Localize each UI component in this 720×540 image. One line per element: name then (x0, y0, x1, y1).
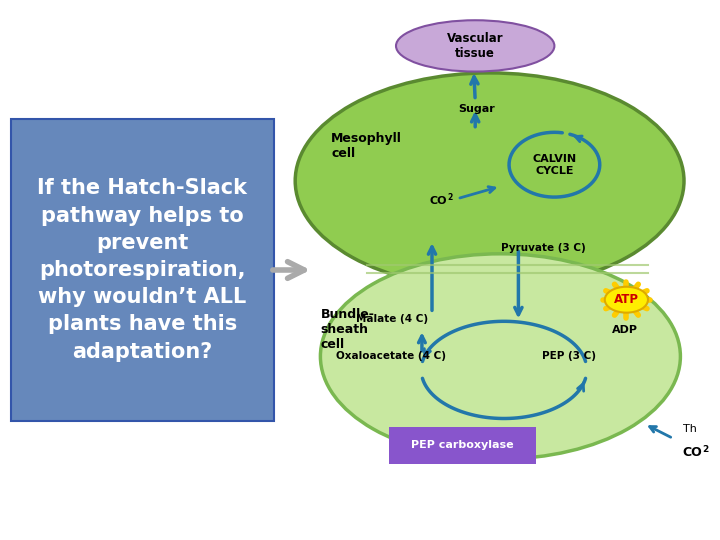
Text: PEP (3 C): PEP (3 C) (542, 352, 596, 361)
FancyBboxPatch shape (389, 427, 536, 464)
Text: Sugar: Sugar (458, 104, 495, 114)
Ellipse shape (396, 20, 554, 71)
Text: ADP: ADP (612, 326, 638, 335)
Text: PEP carboxylase: PEP carboxylase (411, 441, 514, 450)
Text: 2: 2 (702, 445, 708, 454)
Text: If the Hatch-Slack
pathway helps to
prevent
photorespiration,
why wouldn’t ALL
p: If the Hatch-Slack pathway helps to prev… (37, 178, 247, 362)
Text: Mesophyll
cell: Mesophyll cell (331, 132, 402, 160)
Text: Malate (4 C): Malate (4 C) (356, 314, 428, 323)
Ellipse shape (295, 73, 684, 289)
Text: CALVIN
CYCLE: CALVIN CYCLE (532, 154, 577, 176)
Text: CO: CO (683, 446, 702, 459)
Text: CO: CO (430, 196, 447, 206)
Text: Th: Th (683, 424, 696, 434)
Text: Bundle-
sheath
cell: Bundle- sheath cell (320, 308, 374, 351)
Text: Vascular
tissue: Vascular tissue (447, 32, 503, 60)
Ellipse shape (605, 287, 648, 313)
Text: Pyruvate (3 C): Pyruvate (3 C) (501, 244, 586, 253)
FancyBboxPatch shape (11, 119, 274, 421)
Text: Oxaloacetate (4 C): Oxaloacetate (4 C) (336, 352, 446, 361)
Text: ATP: ATP (614, 293, 639, 306)
Text: 2: 2 (448, 193, 453, 202)
Ellipse shape (320, 254, 680, 459)
